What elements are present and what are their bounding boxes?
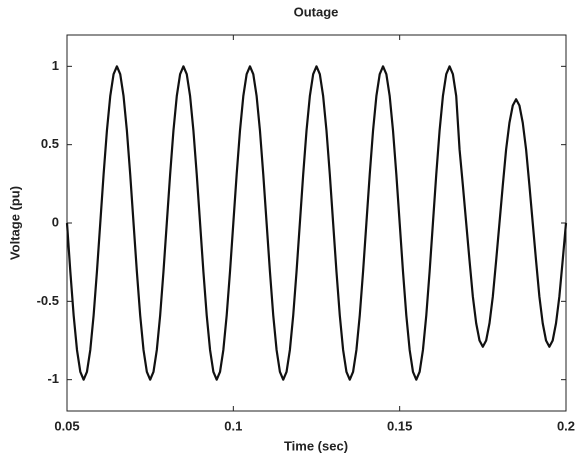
- y-tick-label: -1: [47, 371, 59, 386]
- y-tick-label: -0.5: [37, 293, 59, 308]
- y-tick-label: 1: [52, 58, 59, 73]
- chart-title: Outage: [294, 4, 339, 19]
- x-tick-label: 0.2: [557, 418, 575, 433]
- y-axis-label: Voltage (pu): [7, 186, 22, 260]
- x-tick-label: 0.15: [387, 418, 412, 433]
- y-tick-label: 0: [52, 214, 59, 229]
- x-axis-label: Time (sec): [284, 438, 348, 453]
- plot-frame: [66, 34, 567, 412]
- x-tick-label: 0.05: [54, 418, 79, 433]
- line-series: [65, 65, 568, 381]
- y-tick-label: 0.5: [41, 136, 59, 151]
- x-tick-label: 0.1: [224, 418, 242, 433]
